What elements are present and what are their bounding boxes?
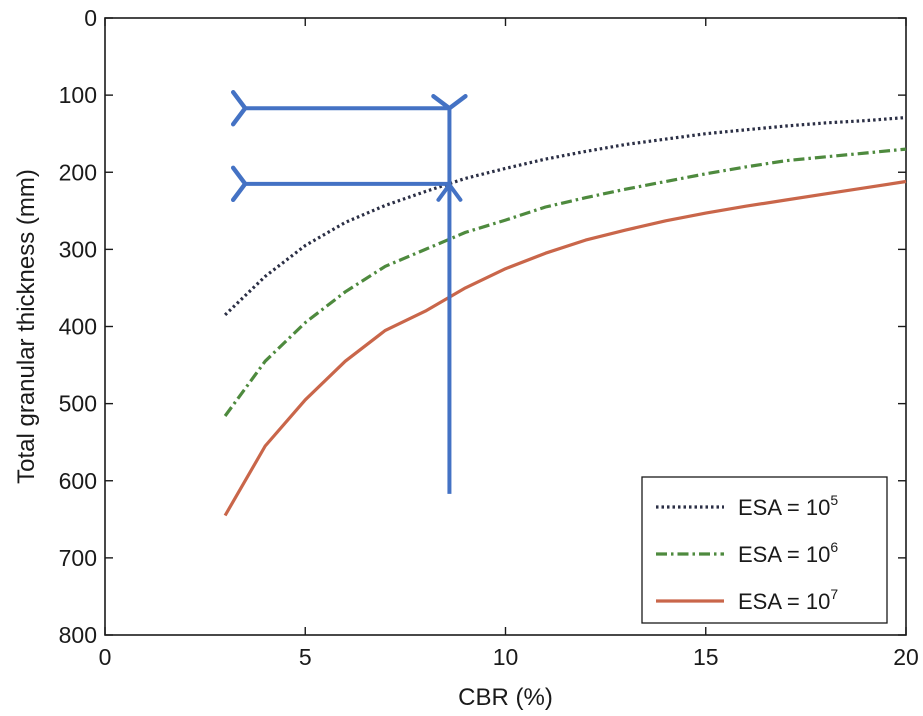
legend-label-1: ESA = 105 (738, 492, 838, 520)
legend: ESA = 105 ESA = 106 ESA = 107 (641, 476, 888, 624)
x-tick-label: 10 (493, 644, 519, 670)
legend-box (641, 476, 888, 624)
vertical-arrowhead-2 (436, 182, 463, 202)
series-line-2 (223, 147, 907, 417)
annotation-layer (230, 90, 468, 494)
series-line-3 (223, 179, 907, 517)
y-tick-label: 400 (59, 314, 97, 340)
x-tick-label: 0 (99, 644, 112, 670)
x-axis-title: CBR (%) (458, 684, 553, 711)
legend-label-exponent-2: 6 (830, 539, 838, 555)
y-axis-title: Total granular thickness (mm) (13, 169, 40, 484)
y-tick-label: 300 (59, 236, 97, 262)
x-tick-label: 20 (893, 644, 919, 670)
y-tick-label: 200 (59, 159, 97, 185)
y-tick-label: 600 (59, 468, 97, 494)
legend-label-3: ESA = 107 (738, 586, 838, 614)
legend-label-exponent-1: 5 (830, 492, 838, 508)
series-layer (223, 115, 907, 517)
series-line-1 (223, 115, 907, 317)
y-tick-label: 0 (84, 5, 97, 31)
x-tick-label: 5 (299, 644, 312, 670)
x-tick-label: 15 (693, 644, 719, 670)
y-tick-label: 100 (59, 82, 97, 108)
legend-label-2: ESA = 106 (738, 539, 838, 567)
legend-label-exponent-3: 7 (830, 586, 838, 602)
y-tick-label: 800 (59, 622, 97, 648)
y-tick-label: 500 (59, 391, 97, 417)
y-tick-label: 700 (59, 545, 97, 571)
